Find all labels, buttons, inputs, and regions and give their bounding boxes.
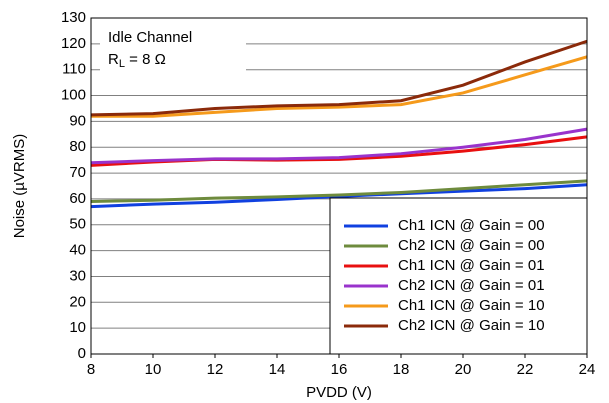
y-tick-label: 90 xyxy=(69,112,86,129)
legend-label: Ch1 ICN @ Gain = 10 xyxy=(398,297,545,314)
y-tick-label: 110 xyxy=(62,61,86,78)
data-line xyxy=(91,55,588,118)
x-tick-label: 14 xyxy=(269,361,286,378)
y-tick-label: 30 xyxy=(69,267,86,284)
y-tick-label: 70 xyxy=(69,164,86,181)
data-line xyxy=(90,39,588,117)
x-tick-label: 18 xyxy=(393,361,410,378)
x-tick-label: 12 xyxy=(207,361,224,378)
legend-label: Ch1 ICN @ Gain = 01 xyxy=(398,257,545,274)
y-tick-label: 40 xyxy=(69,242,86,259)
y-tick-label: 120 xyxy=(61,35,86,52)
annotation-line: RL = 8 Ω xyxy=(108,51,166,70)
annotation-part: L xyxy=(119,58,125,70)
data-line xyxy=(90,179,588,204)
x-tick-label: 24 xyxy=(579,361,596,378)
y-tick-label: 130 xyxy=(61,9,86,26)
annotation-box xyxy=(100,26,246,76)
y-axis-label: Noise (µVRMS) xyxy=(11,134,28,239)
annotation-part: R xyxy=(108,51,119,68)
annotation-line: Idle Channel xyxy=(108,29,192,46)
y-tick-label: 100 xyxy=(61,87,86,104)
y-tick-label: 20 xyxy=(69,293,86,310)
legend-label: Ch2 ICN @ Gain = 10 xyxy=(398,317,545,334)
legend-label: Ch2 ICN @ Gain = 00 xyxy=(398,237,545,254)
y-tick-label: 0 xyxy=(78,345,86,362)
data-line xyxy=(90,127,588,165)
annotation-part: = 8 Ω xyxy=(125,51,166,68)
x-tick-label: 22 xyxy=(517,361,534,378)
x-tick-label: 16 xyxy=(331,361,348,378)
x-axis-label: PVDD (V) xyxy=(306,384,372,401)
y-tick-label: 80 xyxy=(69,138,86,155)
y-tick-label: 60 xyxy=(69,190,86,207)
x-tick-label: 20 xyxy=(455,361,472,378)
legend-label: Ch2 ICN @ Gain = 01 xyxy=(398,277,545,294)
plot-frame xyxy=(90,17,588,355)
legend-label: Ch1 ICN @ Gain = 00 xyxy=(398,217,545,234)
y-tick-label: 50 xyxy=(69,216,86,233)
x-tick-label: 10 xyxy=(145,361,162,378)
y-tick-label: 10 xyxy=(69,319,86,336)
legend-box xyxy=(329,197,588,355)
x-tick-label: 8 xyxy=(87,361,95,378)
